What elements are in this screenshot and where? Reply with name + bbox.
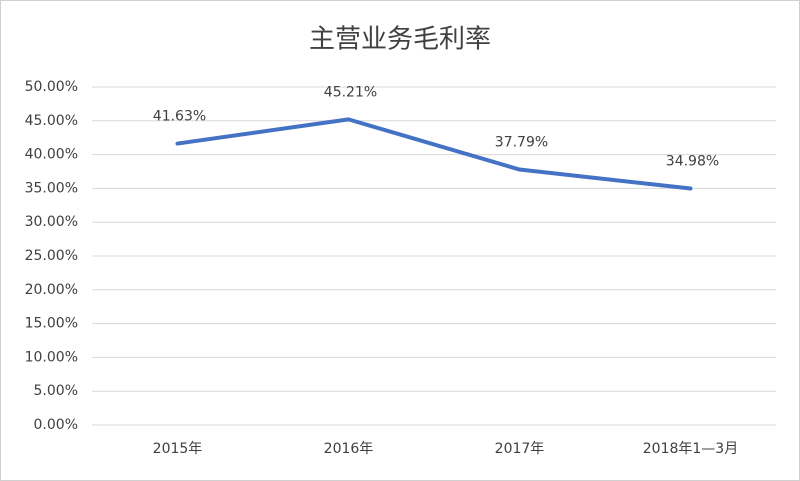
y-tick-label: 25.00% [25,248,78,264]
x-tick-label: 2017年 [495,441,545,457]
y-tick-label: 35.00% [25,180,78,196]
series-line [175,117,693,191]
x-tick-label: 2015年 [153,441,203,457]
y-tick-label: 45.00% [25,113,78,129]
data-label: 45.21% [324,84,377,100]
data-label: 34.98% [666,154,719,170]
y-tick-label: 20.00% [25,282,78,298]
y-tick-label: 40.00% [25,147,78,163]
y-tick-label: 0.00% [34,417,78,433]
data-label: 41.63% [153,109,206,125]
data-label: 37.79% [495,135,548,151]
y-tick-label: 30.00% [25,214,78,230]
y-tick-label: 10.00% [25,349,78,365]
y-tick-label: 15.00% [25,316,78,332]
x-tick-label: 2016年 [324,441,374,457]
y-tick-label: 50.00% [25,79,78,95]
x-tick-label: 2018年1—3月 [643,441,738,457]
chart-title: 主营业务毛利率 [309,25,491,55]
y-tick-label: 5.00% [34,383,78,399]
